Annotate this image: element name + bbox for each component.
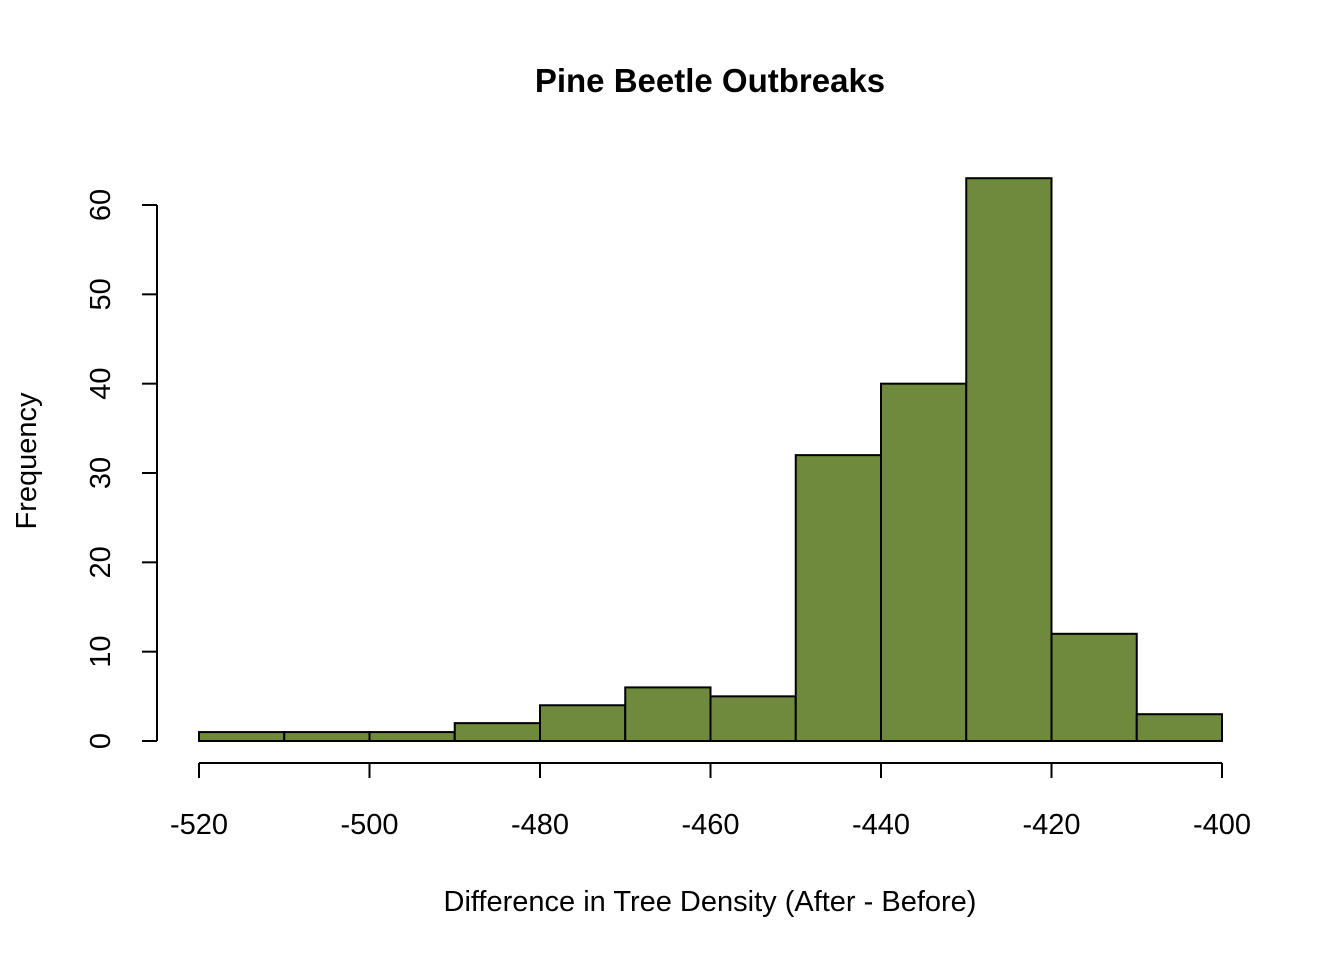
x-axis: -520 -500 -480 -460 -440 -420 -400 [170, 762, 1251, 841]
histogram-bar [368, 731, 456, 742]
y-tick-label: 10 [85, 636, 117, 668]
x-tick-label: -440 [852, 809, 910, 841]
y-tick-label: 30 [85, 457, 117, 489]
histogram-bar [1050, 632, 1138, 742]
histogram-bar [453, 722, 541, 743]
y-tick-label: 20 [85, 546, 117, 578]
histogram-bar [1135, 713, 1223, 743]
y-tick-label: 50 [85, 278, 117, 310]
y-axis: 0 10 20 30 40 50 60 [85, 189, 158, 749]
histogram-bar [283, 731, 371, 742]
histogram-bar [965, 177, 1053, 742]
y-tick-label: 0 [85, 733, 117, 749]
histogram-bar [880, 382, 968, 742]
x-tick-label: -460 [681, 809, 739, 841]
x-axis-label: Difference in Tree Density (After - Befo… [444, 886, 977, 918]
x-tick-label: -520 [170, 809, 228, 841]
x-tick-label: -400 [1193, 809, 1251, 841]
x-tick-label: -500 [340, 809, 398, 841]
y-tick-label: 60 [85, 189, 117, 221]
histogram-bar [794, 454, 882, 742]
y-tick-label: 40 [85, 368, 117, 400]
chart-title: Pine Beetle Outbreaks [535, 62, 885, 99]
bars-group [198, 177, 1223, 743]
x-tick-label: -480 [511, 809, 569, 841]
y-axis-label: Frequency [11, 392, 43, 530]
histogram-bar [539, 704, 627, 742]
histogram-bar [198, 731, 286, 742]
histogram-bar [624, 686, 712, 743]
x-tick-label: -420 [1022, 809, 1080, 841]
histogram-bar [709, 695, 797, 742]
